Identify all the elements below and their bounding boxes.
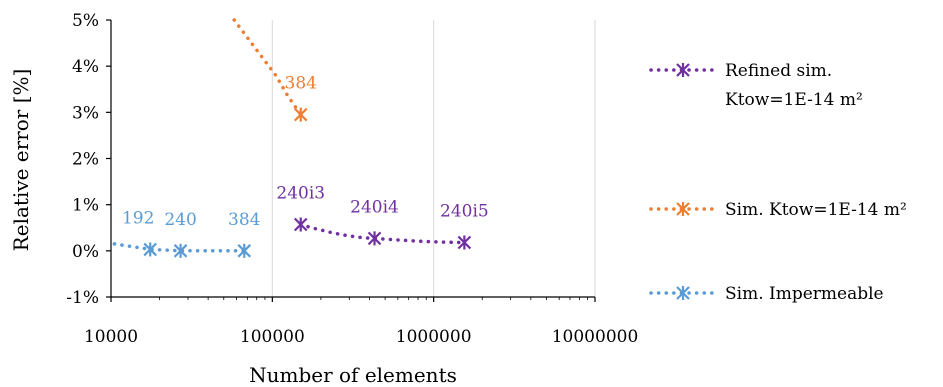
- data-point: [143, 242, 157, 257]
- y-tick-label: 1%: [72, 196, 99, 216]
- legend-item: Refined sim. Ktow=1E-14 m²: [649, 61, 863, 110]
- x-tick-label: 10000000: [552, 327, 639, 347]
- data-label: 384: [228, 210, 260, 230]
- legend-item: Sim. Impermeable: [649, 284, 884, 304]
- data-labels: 240i3 240i4 240i5 384 192 240 384: [122, 74, 489, 230]
- legend-marker: [676, 63, 690, 77]
- y-tick-label: 4%: [72, 57, 99, 77]
- data-label: 240: [164, 210, 196, 230]
- legend-item: Sim. Ktow=1E-14 m²: [649, 200, 907, 220]
- data-point: [367, 231, 382, 246]
- series-trendline: [232, 18, 303, 117]
- y-axis-label: Relative error [%]: [9, 69, 33, 252]
- grid-lines: [110, 20, 596, 297]
- data-label: 240i5: [440, 202, 489, 222]
- series-trendline: [112, 242, 247, 253]
- data-point: [457, 235, 472, 250]
- data-point: [293, 217, 308, 232]
- y-tick-label: 0%: [72, 242, 99, 262]
- x-tick-label: 100000: [240, 327, 305, 347]
- x-tick-label: 10000: [84, 327, 138, 347]
- axes: [106, 19, 596, 302]
- data-point: [237, 243, 252, 258]
- data-label: 240i4: [350, 197, 399, 217]
- legend-marker: [676, 202, 690, 216]
- y-tick-label: 5%: [72, 11, 99, 31]
- y-tick-labels: 5% 4% 3% 2% 1% 0% -1%: [66, 11, 99, 308]
- data-label: 240i3: [276, 184, 325, 204]
- x-tick-label: 1000000: [396, 327, 472, 347]
- legend-label: Ktow=1E-14 m²: [725, 90, 863, 110]
- data-point: [293, 107, 308, 122]
- x-axis-label: Number of elements: [249, 363, 457, 387]
- series-points: [143, 107, 472, 258]
- data-label: 384: [285, 74, 317, 94]
- y-tick-label: 2%: [72, 150, 99, 170]
- data-label: 192: [122, 208, 154, 228]
- x-tick-labels: 10000 100000 1000000 10000000: [84, 327, 638, 347]
- legend-label: Sim. Ktow=1E-14 m²: [725, 200, 907, 220]
- legend-marker: [676, 286, 690, 300]
- y-tick-label: -1%: [66, 288, 99, 308]
- series-trendline: [298, 222, 467, 245]
- y-tick-label: 3%: [72, 103, 99, 123]
- legend: Refined sim. Ktow=1E-14 m² Sim. Ktow=1E-14…: [649, 61, 907, 304]
- data-point: [173, 243, 188, 258]
- legend-label: Sim. Impermeable: [725, 284, 884, 304]
- legend-label: Refined sim.: [725, 61, 832, 81]
